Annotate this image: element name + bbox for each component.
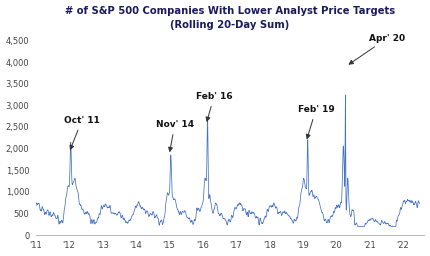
Text: Feb' 16: Feb' 16	[196, 92, 232, 121]
Text: Feb' 19: Feb' 19	[298, 105, 335, 138]
Title: # of S&P 500 Companies With Lower Analyst Price Targets
(Rolling 20-Day Sum): # of S&P 500 Companies With Lower Analys…	[65, 6, 395, 29]
Text: Nov' 14: Nov' 14	[156, 120, 194, 151]
Text: Apr' 20: Apr' 20	[349, 34, 405, 64]
Text: Oct' 11: Oct' 11	[64, 116, 100, 149]
